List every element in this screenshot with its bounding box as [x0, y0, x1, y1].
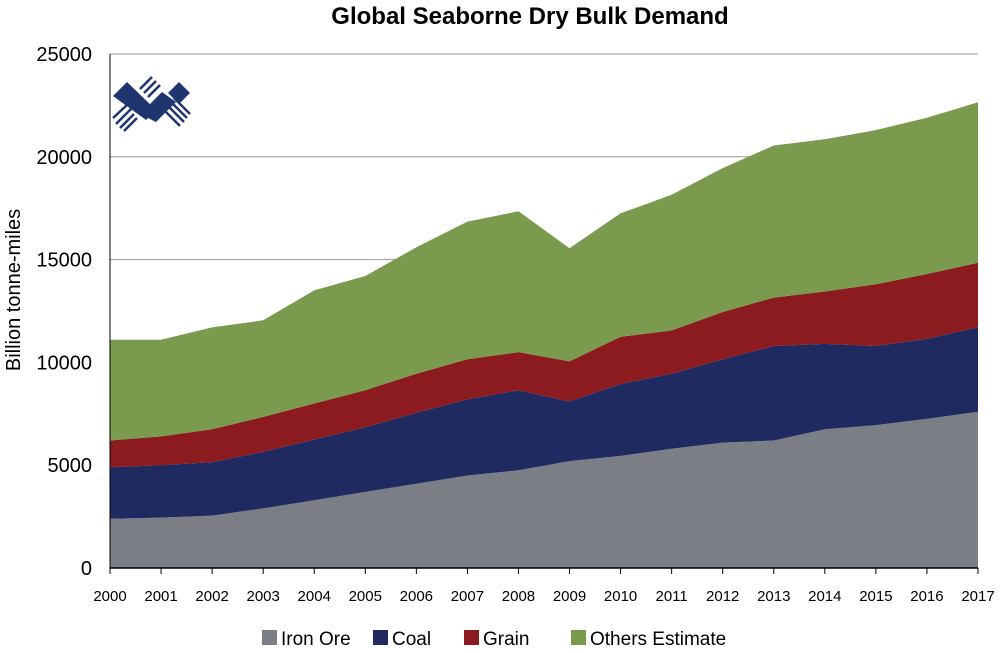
x-tick-label: 2005: [349, 588, 382, 605]
x-tick-label: 2016: [910, 588, 943, 605]
x-tick-label: 2007: [451, 588, 484, 605]
y-tick-label: 15000: [36, 250, 92, 272]
x-tick-label: 2014: [808, 588, 841, 605]
x-tick-label: 2015: [859, 588, 892, 605]
x-tick-label: 2004: [298, 588, 331, 605]
x-tick-label: 2011: [656, 588, 688, 605]
x-tick-label: 2010: [604, 588, 637, 605]
plot-areas: [110, 102, 978, 568]
legend-label-grain: Grain: [483, 629, 529, 650]
legend-label-iron-ore: Iron Ore: [281, 629, 351, 650]
chart-title: Global Seaborne Dry Bulk Demand: [331, 3, 728, 30]
x-tick-label: 2002: [195, 588, 228, 605]
area-iron-ore: [110, 411, 978, 568]
area-grain: [110, 262, 978, 468]
x-tick-label: 2003: [246, 588, 279, 605]
x-tick-label: 2000: [93, 588, 126, 605]
area-coal: [110, 327, 978, 519]
y-tick-label: 10000: [36, 352, 92, 374]
x-tick-label: 2012: [706, 588, 739, 605]
y-tick-label: 0: [81, 558, 92, 580]
legend-swatch-coal: [373, 630, 388, 645]
legend-swatch-iron-ore: [262, 630, 277, 645]
x-tick-label: 2001: [144, 588, 177, 605]
x-tick-label: 2013: [757, 588, 790, 605]
legend: Iron Ore Coal Grain Others Estimate: [262, 629, 726, 650]
legend-label-others-estimate: Others Estimate: [590, 629, 726, 650]
y-axis-label: Billion tonne-miles: [3, 209, 25, 371]
y-tick-label: 5000: [48, 455, 93, 477]
legend-swatch-others-estimate: [571, 630, 586, 645]
y-tick-label: 25000: [36, 44, 92, 66]
x-tick-label: 2017: [961, 588, 994, 605]
legend-swatch-grain: [464, 630, 479, 645]
legend-label-coal: Coal: [392, 629, 431, 650]
area-others-estimate: [110, 102, 978, 441]
y-tick-label: 20000: [36, 147, 92, 169]
x-tick-label: 2009: [553, 588, 586, 605]
x-tick-label: 2006: [400, 588, 433, 605]
x-tick-label: 2008: [502, 588, 535, 605]
company-logo: [112, 76, 191, 132]
axes: 0 5000 10000 15000 20000 25000 2000 2001 2002 200…: [36, 44, 994, 605]
